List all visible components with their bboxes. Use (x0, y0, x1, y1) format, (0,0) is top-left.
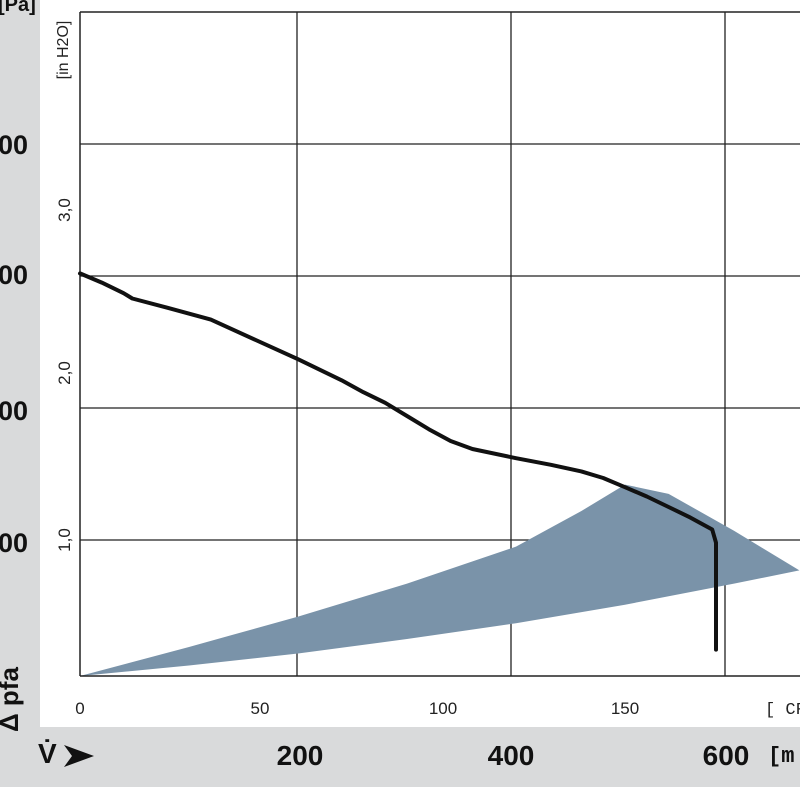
pressure-symbol-text: Δ pfa (0, 667, 24, 732)
fan-curve-chart: 0 50 100 150 [ CFM ] 1,0 2,0 3,0 [in H2O] (55, 11, 800, 720)
secondary-x-tick-label: 600 (702, 740, 750, 771)
secondary-y-tick-label: 00 (0, 528, 28, 558)
x-tick-label: 150 (611, 699, 639, 718)
secondary-y-tick-label: 00 (0, 130, 28, 160)
secondary-x-tick-label: 200 (276, 740, 324, 771)
secondary-x-axis-band (0, 727, 800, 787)
y-unit-label: [in H2O] (55, 21, 72, 80)
x-unit-label: [ CFM ] (765, 701, 800, 720)
flow-symbol-label: V̇ (38, 738, 57, 769)
secondary-y-unit-label: [Pa] (0, 0, 36, 16)
y-tick-label: 2,0 (55, 361, 74, 385)
secondary-y-tick-label: 00 (0, 260, 28, 290)
secondary-y-tick-label: 00 (0, 396, 28, 426)
fan-curve-line (78, 271, 718, 652)
secondary-x-tick-label: 400 (487, 740, 535, 771)
y-tick-label: 3,0 (55, 198, 74, 222)
x-tick-label: 100 (429, 699, 457, 718)
operating-area (80, 484, 800, 676)
secondary-y-axis-band (0, 0, 40, 727)
pressure-symbol-label: Δ pfa (0, 667, 24, 732)
y-tick-label: 1,0 (55, 528, 74, 552)
x-tick-label: 50 (251, 699, 270, 718)
arrow-right-icon (64, 745, 94, 767)
secondary-x-unit-label: [m (768, 744, 795, 769)
x-tick-label: 0 (75, 699, 84, 718)
